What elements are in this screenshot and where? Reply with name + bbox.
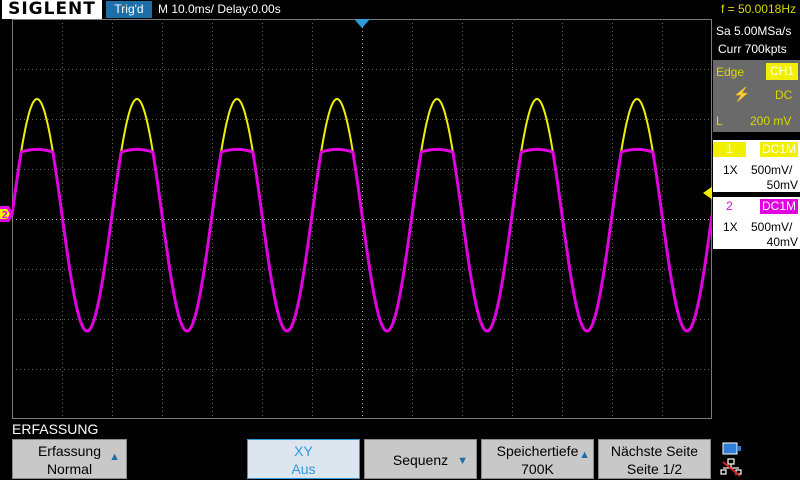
ch2-waveform <box>12 147 712 333</box>
status-icons <box>720 442 742 477</box>
siglent-logo: SIGLENT <box>2 0 102 19</box>
erfassung-button[interactable]: Erfassung Normal ▲ <box>12 439 127 479</box>
speichertiefe-label: Speichertiefe <box>496 443 579 459</box>
ch2-scale: 500mV/ <box>751 220 793 234</box>
ch2-number: 2 <box>713 199 746 214</box>
ch1-info-box[interactable]: 1 DC1M 1X 500mV/ 50mV <box>713 140 800 192</box>
sequenz-button[interactable]: Sequenz ▼ <box>364 439 477 479</box>
rising-edge-icon: ⚡ <box>733 86 751 102</box>
network-disconnected-icon <box>720 458 742 477</box>
trigger-level-label: L <box>716 114 723 128</box>
next-page-label: Nächste Seite <box>610 443 699 459</box>
sequenz-label: Sequenz <box>392 452 449 468</box>
erfassung-label: Erfassung <box>37 443 102 459</box>
ch1-probe: 1X <box>723 163 738 177</box>
xy-value: Aus <box>291 461 316 477</box>
arrow-down-icon: ▼ <box>457 455 468 467</box>
next-page-button[interactable]: Nächste Seite Seite 1/2 <box>598 439 711 479</box>
trigger-source: CH1 <box>766 63 798 80</box>
ch1-offset: 50mV <box>766 178 798 192</box>
speichertiefe-value: 700K <box>521 461 554 477</box>
usb-storage-icon <box>722 442 741 455</box>
ch2-info-box[interactable]: 2 DC1M 1X 500mV/ 40mV <box>713 197 800 249</box>
ch2-coupling: DC1M <box>760 199 798 214</box>
speichertiefe-button[interactable]: Speichertiefe 700K ▲ <box>481 439 594 479</box>
top-status-bar <box>0 0 800 19</box>
timebase-readout: M 10.0ms/ Delay:0.00s <box>158 2 281 16</box>
sample-rate: Sa 5.00MSa/s <box>716 24 792 38</box>
ch1-scale: 500mV/ <box>751 163 793 177</box>
trigger-type: Edge <box>716 65 745 79</box>
erfassung-value: Normal <box>46 461 93 477</box>
ch1-number: 1 <box>713 142 746 157</box>
trigger-coupling: DC <box>775 88 793 102</box>
arrow-up-icon: ▲ <box>579 449 590 461</box>
trigger-level-marker[interactable] <box>703 186 713 200</box>
page-indicator: Seite 1/2 <box>626 461 683 477</box>
frequency-readout: f = 50.0018Hz <box>720 2 796 16</box>
arrow-up-icon: ▲ <box>109 451 120 463</box>
memory-depth: Curr 700kpts <box>718 42 787 56</box>
ch2-offset: 40mV <box>766 235 798 249</box>
trigger-level-value: 200 mV <box>750 114 792 128</box>
ch1-coupling: DC1M <box>760 142 798 157</box>
ch2-marker-label: 2 <box>2 210 8 221</box>
ch2-ground-marker[interactable]: 2 <box>0 206 14 222</box>
trigger-position-marker[interactable] <box>354 19 370 28</box>
xy-label: XY <box>294 443 313 459</box>
xy-button[interactable]: XY Aus <box>247 439 360 479</box>
ch2-probe: 1X <box>723 220 738 234</box>
trigger-status-badge: Trig'd <box>106 1 152 18</box>
menu-title: ERFASSUNG <box>12 421 99 437</box>
waveform-display[interactable] <box>12 19 712 419</box>
